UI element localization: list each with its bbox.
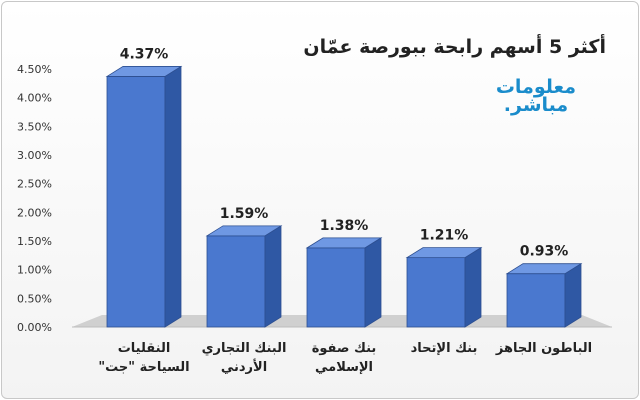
x-tick-label: الأردني (221, 358, 267, 375)
y-tick-label: 4.50% (17, 63, 52, 76)
bar-side (164, 65, 182, 328)
x-tick-label: الإسلامي (315, 360, 373, 375)
y-tick-label: 3.00% (17, 149, 52, 162)
bar-top (505, 263, 583, 275)
bar (306, 247, 366, 328)
y-tick-label: 0.00% (17, 321, 52, 334)
x-tick-label: السياحة "جت" (98, 360, 189, 375)
bar (106, 76, 166, 328)
x-tick-label: بنك صفوة (312, 341, 377, 356)
bar-side (364, 237, 382, 328)
bar-top (305, 237, 383, 249)
y-tick-label: 1.50% (17, 235, 52, 248)
logo-text-line1: معلومات (495, 76, 576, 98)
data-label: 1.21% (420, 228, 469, 244)
bar (206, 235, 266, 328)
x-tick-label: الباطون الجاهز (495, 341, 592, 356)
y-tick-label: 2.00% (17, 206, 52, 219)
bar-side (264, 225, 282, 328)
bar (506, 273, 566, 328)
mubasher-logo: معلومات مباشر. (495, 76, 576, 116)
data-label: 0.93% (520, 244, 569, 260)
bar-top (405, 247, 483, 259)
chart-title: أكثر 5 أسهم رابحة ببورصة عمّان (303, 36, 606, 58)
bar-side (564, 262, 582, 328)
y-tick-label: 1.00% (17, 264, 52, 277)
data-label: 4.37% (120, 46, 169, 62)
data-label: 1.59% (220, 206, 269, 222)
bar (406, 257, 466, 328)
data-label: 1.38% (320, 218, 369, 234)
bar-side (464, 246, 482, 328)
y-tick-label: 2.50% (17, 178, 52, 191)
logo-text-line2: مباشر. (503, 94, 569, 116)
y-tick-label: 4.00% (17, 92, 52, 105)
x-tick-label: النقليات (118, 341, 171, 356)
y-tick-label: 3.50% (17, 120, 52, 133)
bar-top (205, 225, 283, 237)
bar-top (105, 66, 183, 77)
x-tick-label: بنك الإتحاد (411, 341, 478, 356)
x-tick-label: البنك التجاري (202, 341, 287, 356)
y-tick-label: 0.50% (17, 292, 52, 305)
